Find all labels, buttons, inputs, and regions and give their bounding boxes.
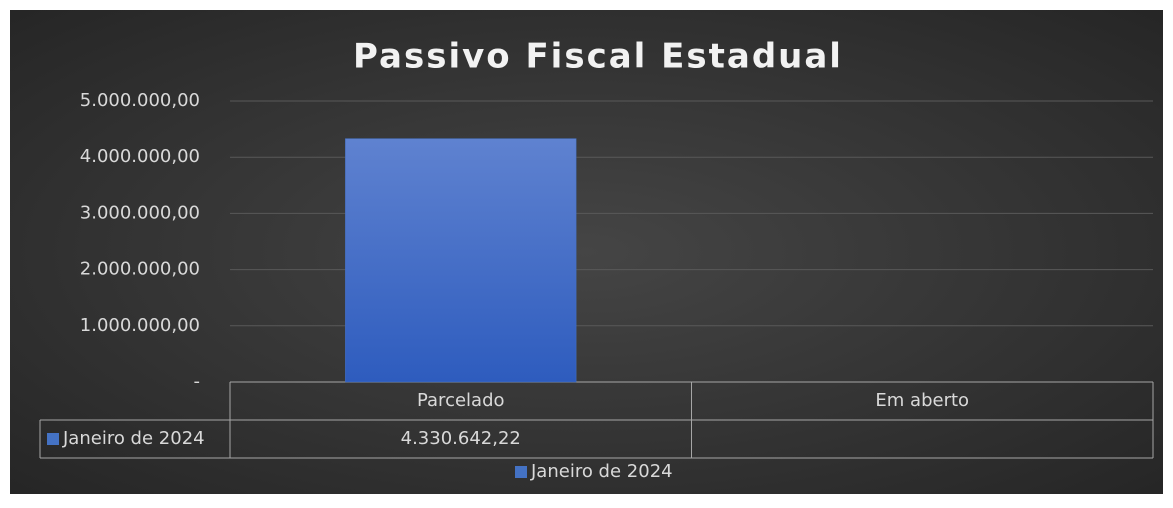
chart-background bbox=[10, 10, 1163, 494]
x-tick-label: Parcelado bbox=[417, 390, 505, 411]
x-tick-label: Em aberto bbox=[875, 390, 969, 411]
y-tick-label: 5.000.000,00 bbox=[80, 90, 200, 111]
table-value: 4.330.642,22 bbox=[401, 428, 521, 449]
bar bbox=[345, 138, 577, 383]
chart-title: Passivo Fiscal Estadual bbox=[353, 37, 843, 77]
y-tick-label: 1.000.000,00 bbox=[80, 315, 200, 336]
table-series-name: Janeiro de 2024 bbox=[62, 428, 205, 449]
y-tick-label: 3.000.000,00 bbox=[80, 202, 200, 223]
legend-label: Janeiro de 2024 bbox=[530, 461, 673, 482]
y-tick-label: 4.000.000,00 bbox=[80, 146, 200, 167]
y-tick-label: 2.000.000,00 bbox=[80, 259, 200, 280]
legend-swatch bbox=[515, 466, 527, 478]
y-tick-label: - bbox=[194, 371, 201, 392]
legend-swatch bbox=[47, 433, 59, 445]
